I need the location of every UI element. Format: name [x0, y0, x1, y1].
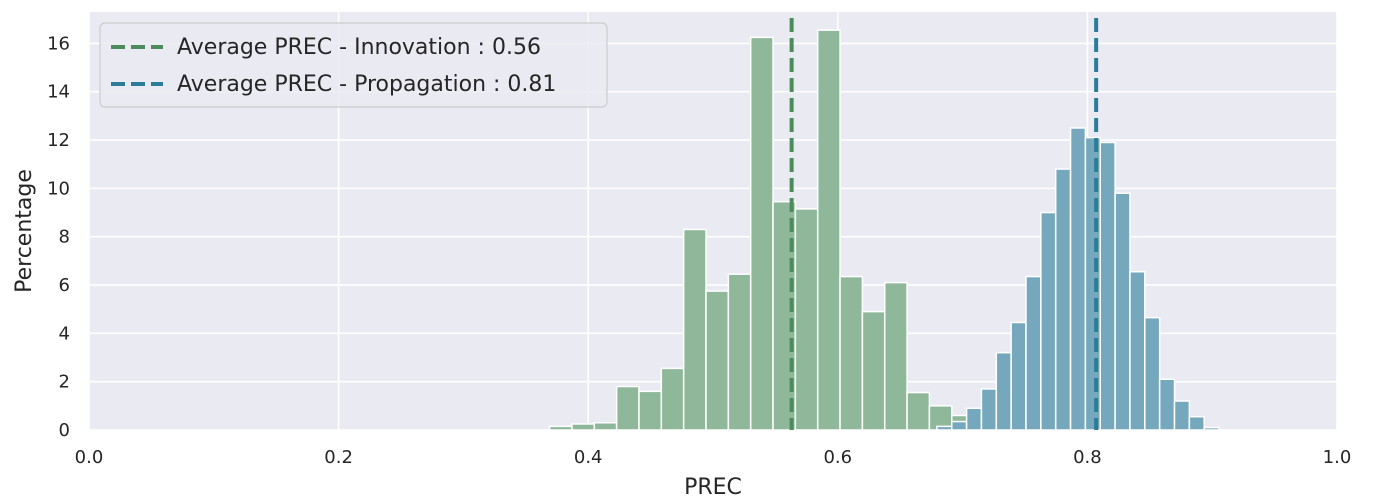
histogram-bar	[682, 228, 707, 431]
histogram-bar	[1054, 168, 1072, 431]
histogram-bar	[1069, 127, 1087, 431]
histogram-bar	[1144, 316, 1161, 431]
histogram-bar	[1158, 378, 1176, 431]
x-tick-label: 1.0	[1323, 447, 1352, 468]
histogram-bar	[1203, 426, 1220, 431]
histogram-bar	[593, 422, 618, 431]
x-tick-label: 0.4	[574, 447, 603, 468]
histogram-bar	[1025, 275, 1042, 431]
y-tick-label: 16	[47, 33, 70, 54]
legend: Average PREC - Innovation : 0.56 Average…	[99, 22, 608, 108]
histogram-bar	[936, 425, 953, 431]
x-tick-label: 0.6	[823, 447, 852, 468]
x-tick-label: 0.8	[1073, 447, 1102, 468]
histogram-bar	[906, 391, 931, 431]
histogram-bar	[1099, 141, 1116, 431]
y-tick-label: 8	[59, 227, 70, 248]
histogram-bar	[950, 420, 968, 431]
histogram-bar	[548, 425, 573, 431]
histogram-bar	[980, 388, 998, 431]
histogram-bar	[1188, 415, 1205, 431]
x-tick-labels: 0.0 0.2 0.4 0.6 0.8 1.0	[75, 447, 1352, 468]
average-lines	[789, 18, 1099, 430]
histogram-bar	[638, 390, 663, 431]
histogram-bar	[615, 385, 640, 431]
y-tick-label: 4	[59, 323, 70, 344]
histogram-bar	[772, 200, 797, 431]
histogram-bar	[727, 273, 752, 431]
y-tick-label: 0	[59, 420, 70, 441]
y-tick-label: 12	[47, 130, 70, 151]
histogram-bar	[1010, 321, 1027, 431]
histogram-bar	[965, 407, 983, 431]
histogram-bar	[705, 290, 730, 431]
histogram-bar	[1114, 192, 1131, 431]
x-tick-label: 0.0	[75, 447, 104, 468]
y-tick-label: 10	[47, 178, 70, 199]
x-axis-label: PREC	[684, 475, 742, 499]
y-axis-label: Percentage	[12, 169, 37, 293]
legend-box	[99, 22, 608, 108]
y-tick-label: 2	[59, 372, 70, 393]
y-tick-labels: 0 2 4 6 8 10 12 14 16	[47, 33, 70, 441]
legend-label-propagation: Average PREC - Propagation : 0.81	[177, 72, 556, 97]
histogram-bar	[861, 310, 886, 431]
histogram-bar	[816, 29, 841, 431]
y-tick-label: 6	[59, 275, 70, 296]
histogram-bar	[794, 208, 819, 431]
legend-label-innovation: Average PREC - Innovation : 0.56	[177, 35, 541, 60]
histogram-bar	[571, 423, 596, 431]
histogram-bar	[1129, 270, 1146, 431]
y-tick-label: 14	[47, 82, 70, 103]
histogram-bar	[1173, 400, 1191, 431]
histogram-bar	[883, 281, 908, 431]
histogram-bar	[1040, 211, 1057, 431]
histogram-bar	[839, 275, 864, 431]
histogram-bar	[660, 367, 685, 431]
x-tick-label: 0.2	[324, 447, 353, 468]
histogram-bar	[995, 351, 1012, 431]
histogram-bar	[749, 36, 774, 431]
